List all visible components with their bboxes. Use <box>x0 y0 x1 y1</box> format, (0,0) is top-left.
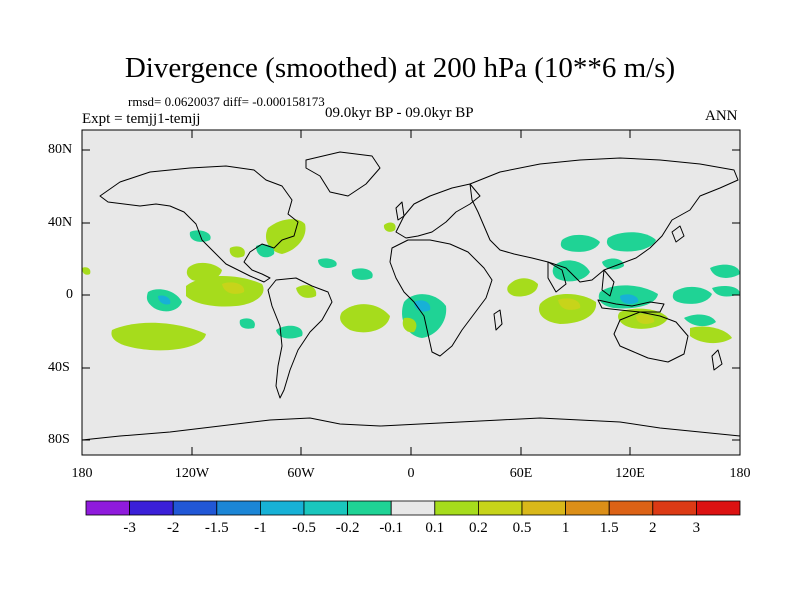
patch-c-pacific-e <box>710 264 740 278</box>
coast-south-america <box>267 277 333 399</box>
lat-label-40s: 40S <box>48 360 70 375</box>
patch-maritime-core <box>620 294 639 304</box>
lon-label-120e: 120E <box>615 466 645 481</box>
season-label: ANN <box>705 108 738 124</box>
colorbar-box-8 <box>390 500 436 516</box>
patch-indian-core <box>558 298 581 310</box>
chart-title: Divergence (smoothed) at 200 hPa (10**6 … <box>124 52 676 84</box>
lon-label-60e: 60E <box>509 466 533 481</box>
patch-w-pacific-eq <box>672 286 712 304</box>
period-label: 09.0kyr BP - 09.0kyr BP <box>325 105 474 121</box>
colorbar-box-3 <box>172 500 218 516</box>
coast-africa <box>389 239 493 357</box>
colorbar-box-7 <box>347 500 392 516</box>
patch-trop-atlantic <box>351 268 373 280</box>
colorbar-label-4: -1 <box>254 520 267 536</box>
lon-label-120w: 120W <box>174 466 210 481</box>
colorbar-label-13: 2 <box>649 520 657 536</box>
patch-w-pacific-n <box>602 258 624 270</box>
patch-nw-atlantic <box>265 219 306 254</box>
colorbar-label-6: -0.2 <box>335 520 360 536</box>
patch-gulf-mexico <box>229 246 245 258</box>
colorbar-label-8: 0.1 <box>425 520 445 536</box>
patch-indian-w <box>507 278 538 297</box>
patch-n-atlantic-small <box>383 222 396 232</box>
coast-se-asia <box>601 269 615 297</box>
coast-india <box>547 261 567 293</box>
stats-text: rmsd= 0.0620037 diff= -0.000158173 <box>128 94 325 109</box>
colorbar-box-11 <box>521 500 566 516</box>
colorbar-label-12: 1.5 <box>599 520 619 536</box>
patch-c-pacific-e2 <box>712 286 740 297</box>
colorbar-box-6 <box>303 500 348 516</box>
patch-c-africa-core <box>414 300 431 312</box>
patch-s-pacific-e <box>690 326 732 344</box>
coast-europe <box>395 183 481 239</box>
colorbar-label-3: -1.5 <box>204 520 229 536</box>
patch-s-africa <box>402 317 417 333</box>
lon-label-180w: 180 <box>71 466 93 481</box>
coast-new-zealand <box>711 349 723 371</box>
lon-label-180e: 180 <box>729 466 751 481</box>
colorbar-box-9 <box>434 500 479 516</box>
coast-japan <box>671 225 685 243</box>
lat-label-40n: 40N <box>48 215 73 230</box>
patch-bay-bengal <box>552 260 590 282</box>
coast-greenland <box>305 151 381 197</box>
colorbar-box-4 <box>216 500 261 516</box>
coast-asia <box>469 157 739 283</box>
coast-indonesia <box>597 299 665 313</box>
colorbar-box-12 <box>565 500 610 516</box>
patch-s-america <box>276 325 303 339</box>
patch-c-pacific-core <box>158 295 171 305</box>
patch-e-asia <box>606 232 656 252</box>
colorbar-label-1: -3 <box>123 520 136 536</box>
colorbar-box-15 <box>696 500 741 516</box>
colorbar-box-10 <box>477 500 523 516</box>
patch-e-pacific-core <box>222 282 245 294</box>
patch-sw-pacific <box>684 314 716 327</box>
colorbar-label-7: -0.1 <box>379 520 404 536</box>
lat-label-80n: 80N <box>48 142 73 157</box>
colorbar-label-10: 0.5 <box>512 520 532 536</box>
colorbar-box-5 <box>259 500 305 516</box>
patch-ne-pacific-e <box>82 267 91 275</box>
colorbar-box-1 <box>85 500 130 516</box>
patch-pacific-small <box>239 318 255 329</box>
coastlines <box>81 151 741 441</box>
coast-uk <box>395 201 405 221</box>
axis-ticks <box>81 130 741 455</box>
colorbar-box-14 <box>652 500 697 516</box>
colorbar-label-11: 1 <box>561 520 570 536</box>
lon-label-0: 0 <box>407 466 415 481</box>
patch-amazon <box>296 285 317 298</box>
patch-caribbean <box>256 244 275 258</box>
lat-label-eq: 0 <box>66 287 73 302</box>
colorbar-box-13 <box>608 500 654 516</box>
lon-label-60w: 60W <box>287 466 315 481</box>
colorbar-label-5: -0.5 <box>292 520 316 536</box>
coast-australia <box>613 311 689 363</box>
patch-w-africa <box>318 258 337 268</box>
colorbar-label-14: 3 <box>692 520 701 536</box>
coast-north-america <box>99 165 299 283</box>
coast-antarctica <box>81 417 741 441</box>
patch-s-asia <box>560 234 600 252</box>
coast-madagascar <box>493 309 503 331</box>
colorbar-label-2: -2 <box>166 520 180 536</box>
patch-s-pacific <box>111 322 206 351</box>
patch-s-atlantic <box>340 304 390 333</box>
patch-australia-core <box>636 314 655 324</box>
colorbar <box>85 500 741 516</box>
colorbar-box-2 <box>129 500 174 516</box>
colorbar-label-9: 0.2 <box>469 520 488 536</box>
patch-e-pacific-eq <box>186 276 264 307</box>
experiment-label: Expt = temjj1-temjj <box>82 111 201 127</box>
lat-label-80s: 80S <box>48 432 70 447</box>
anomaly-patches <box>82 219 740 351</box>
